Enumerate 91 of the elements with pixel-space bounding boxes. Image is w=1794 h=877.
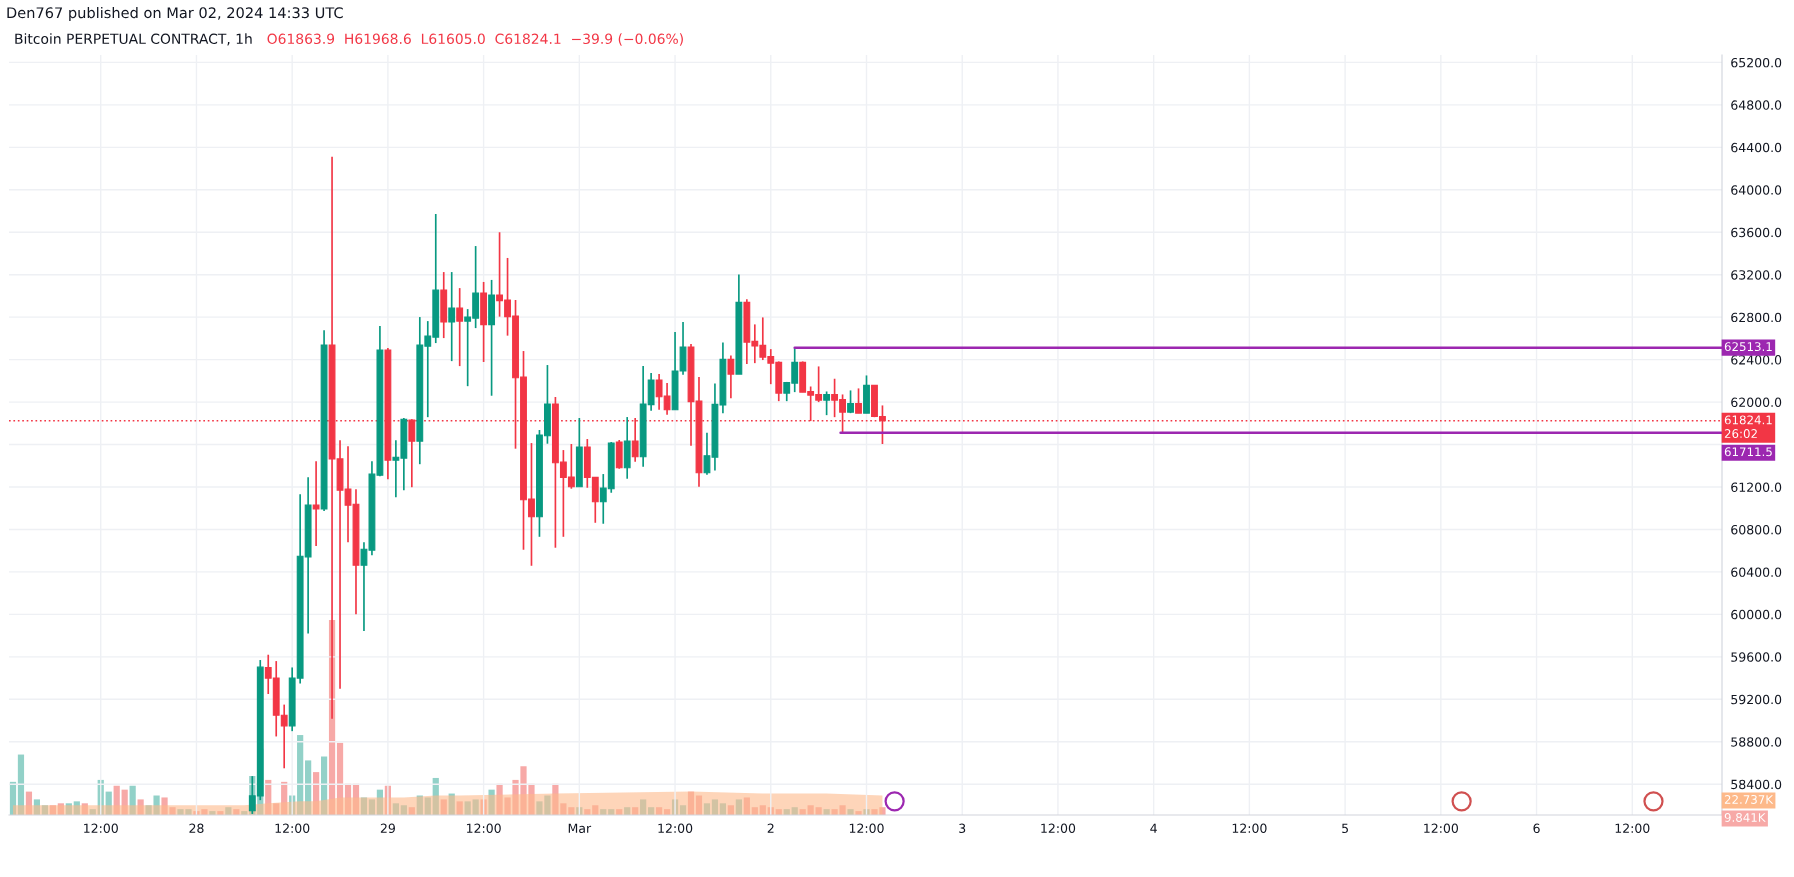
bar (265, 779, 272, 815)
x-tick-label: 12:00 (466, 823, 501, 834)
candlestick (855, 387, 862, 414)
bar (743, 797, 750, 815)
bar (448, 793, 455, 815)
y-tick-label: 63600.0 (1731, 227, 1782, 238)
x-tick-label: 12:00 (275, 823, 310, 834)
bar (121, 789, 128, 815)
x-tick-label: 3 (959, 823, 966, 834)
x-tick-label: 5 (1342, 823, 1348, 834)
bar (297, 735, 304, 815)
bar (464, 801, 471, 815)
text: 22.737K (1724, 795, 1774, 804)
y-tick-label: 59200.0 (1731, 694, 1782, 705)
bar (424, 797, 431, 815)
x-tick-label: 6 (1533, 823, 1540, 834)
candlestick (448, 271, 456, 362)
bar (17, 754, 25, 815)
x-tick-label: 2 (767, 823, 774, 833)
ref-line-label: 61824.1 26:02 (1724, 415, 1772, 439)
y-tick-label: 58800.0 (1731, 737, 1782, 747)
candlestick (727, 354, 735, 400)
bar (344, 783, 352, 815)
bar (65, 803, 72, 815)
bar (703, 803, 711, 815)
bar (456, 801, 463, 815)
y-tick-label: 64800.0 (1731, 100, 1782, 110)
candlestick (312, 460, 320, 547)
y-tick-label: 63200.0 (1731, 270, 1782, 280)
bar (281, 781, 288, 815)
bar (735, 799, 742, 815)
y-tick-label: 60400.0 (1731, 567, 1782, 577)
text: O61863.9 H61968.6 L61605.0 C61824.1 −39.9 (−0.06%) (267, 33, 683, 46)
bar (432, 777, 439, 815)
bar (352, 783, 360, 815)
bar (73, 801, 80, 815)
bar (472, 799, 479, 815)
bar (376, 789, 384, 815)
y-tick-label: 59600.0 (1731, 652, 1782, 662)
y-tick-label: 62800.0 (1731, 312, 1782, 323)
text: 9.841K (1724, 813, 1766, 822)
x-tick-label: 12:00 (849, 823, 884, 834)
x-tick-label: 12:00 (84, 823, 118, 834)
bar (336, 742, 344, 815)
bar (33, 799, 41, 815)
bar (113, 785, 120, 815)
bar (488, 789, 495, 815)
y-tick-label: 62400.0 (1731, 355, 1782, 365)
x-tick-label: 28 (189, 823, 204, 834)
bar (392, 803, 399, 815)
bar (640, 799, 647, 815)
x-tick-label: 12:00 (1615, 823, 1650, 834)
y-tick-label: 64400.0 (1731, 142, 1782, 153)
bar (81, 803, 88, 815)
bar (9, 781, 17, 815)
candlestick (456, 287, 464, 367)
series-label: 62513.1 (1724, 342, 1772, 352)
series-label: 61711.5 (1724, 447, 1772, 457)
y-tick-label: 64000.0 (1731, 185, 1782, 195)
y-tick-label: 62000.0 (1731, 397, 1782, 408)
y-tick-label: 58400.0 (1731, 779, 1782, 790)
bar (137, 799, 144, 815)
bar (305, 760, 312, 815)
bar (440, 799, 447, 815)
candlestick (823, 390, 831, 416)
x-tick-label: Mar (568, 823, 592, 834)
bar (719, 803, 727, 815)
x-tick-label: 12:00 (1424, 823, 1458, 834)
bar (105, 791, 112, 815)
x-tick-label: 29 (380, 823, 395, 834)
chart-title: Den767 published on Mar 02, 2024 14:33 UTC (7, 6, 343, 22)
bar (312, 772, 320, 815)
y-tick-label: 60800.0 (1731, 524, 1782, 535)
bar (368, 799, 376, 815)
chart-subtitle: Bitcoin PERPETUAL CONTRACT, 1h (15, 33, 252, 46)
x-tick-label: 12:00 (658, 823, 693, 834)
bar (360, 797, 368, 815)
bar (25, 791, 33, 815)
bar (847, 809, 854, 815)
bar (711, 799, 719, 815)
bar (57, 803, 64, 815)
x-tick-label: 4 (1150, 823, 1157, 833)
bar (129, 785, 136, 815)
y-tick-label: 60000.0 (1731, 609, 1782, 620)
bar (320, 756, 328, 815)
bar (273, 803, 280, 815)
y-tick-label: 65200.0 (1731, 57, 1782, 68)
y-tick-label: 61200.0 (1731, 482, 1782, 492)
x-tick-label: 12:00 (1041, 823, 1076, 834)
x-tick-label: 12:00 (1232, 823, 1267, 834)
bar (687, 791, 695, 815)
